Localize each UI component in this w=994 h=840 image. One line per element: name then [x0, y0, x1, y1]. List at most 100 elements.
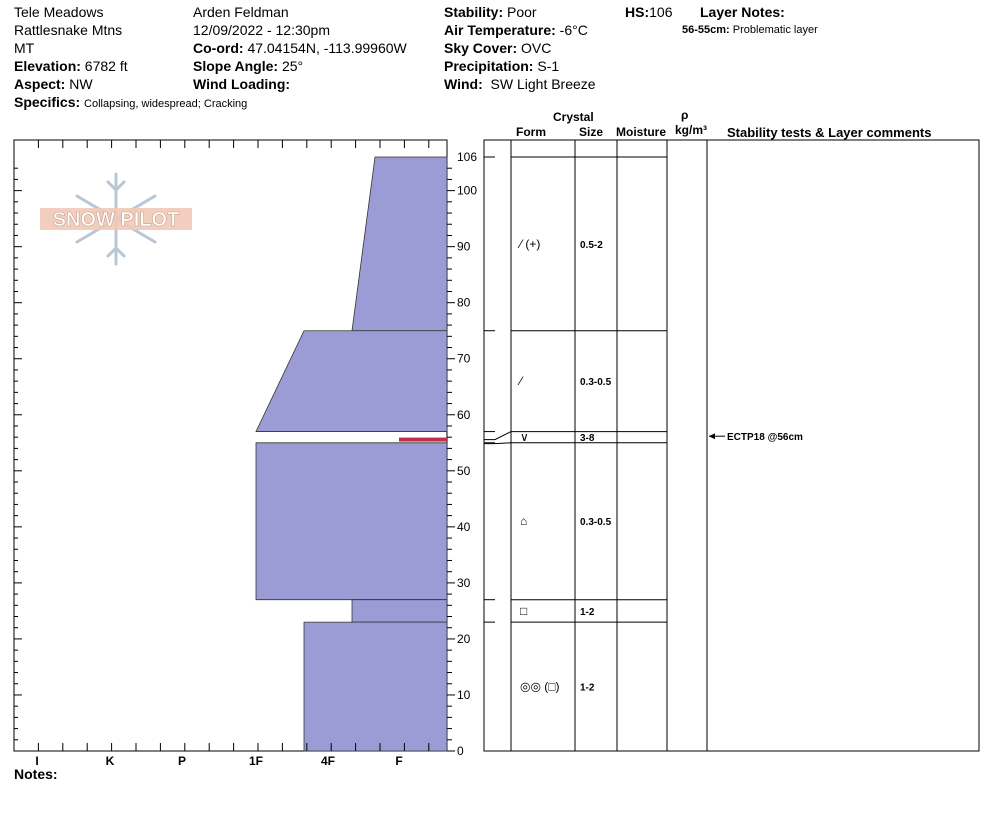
hardness-label: 4F — [321, 754, 335, 768]
hardness-layer-0 — [351, 156, 448, 332]
notes-label: Notes: — [14, 766, 58, 782]
wind-loading-row: Wind Loading: — [193, 76, 290, 92]
sky-label: Sky Cover: — [444, 40, 518, 56]
air-temp-value: -6°C — [559, 22, 588, 38]
logo-text: SNOW PILOT — [53, 209, 180, 231]
stability-test-label: ECTP18 @56cm — [727, 432, 803, 443]
depth-label: 10 — [457, 688, 471, 702]
wind-label: Wind: — [444, 76, 483, 92]
location: Tele Meadows — [14, 4, 104, 20]
hardness-label: F — [395, 754, 402, 768]
sky-value: OVC — [521, 40, 552, 56]
grain-size-4: 1-2 — [580, 607, 595, 618]
col-stability-comments: Stability tests & Layer comments — [727, 125, 932, 140]
precip-row: Precipitation: S-1 — [444, 58, 559, 74]
sky-row: Sky Cover: OVC — [444, 40, 551, 56]
state: MT — [14, 40, 35, 56]
air-temp-label: Air Temperature: — [444, 22, 556, 38]
elevation-row: Elevation: 6782 ft — [14, 58, 128, 74]
hardness-layer-3 — [255, 442, 448, 601]
layer-notes-label: Layer Notes: — [700, 4, 785, 20]
precip-label: Precipitation: — [444, 58, 534, 74]
depth-label: 30 — [457, 576, 471, 590]
aspect-row: Aspect: NW — [14, 76, 93, 92]
hardness-label: 1F — [249, 754, 263, 768]
grain-form-1: ⁄ — [517, 374, 524, 388]
depth-label: 80 — [457, 296, 471, 310]
datetime: 12/09/2022 - 12:30pm — [193, 22, 330, 38]
col-form: Form — [516, 125, 546, 139]
aspect-label: Aspect: — [14, 76, 66, 92]
depth-label: 0 — [457, 744, 464, 758]
weak-layer-bar — [399, 437, 447, 442]
snowpilot-logo: SNOW PILOT — [38, 170, 194, 268]
grain-size-5: 1-2 — [580, 683, 595, 694]
layer-table-lines — [484, 140, 708, 751]
layer-note-depth: 56-55cm: — [682, 24, 730, 36]
col-size: Size — [579, 125, 604, 139]
hs-value: 106 — [649, 4, 673, 20]
depth-label: 50 — [457, 464, 471, 478]
depth-axis: 0 10 20 30 40 50 60 70 80 90 100 106 — [14, 150, 477, 758]
coord-row: Co-ord: 47.04154N, -113.99960W — [193, 40, 407, 56]
depth-label: 106 — [457, 150, 477, 164]
depth-label: 100 — [457, 184, 477, 198]
hardness-layer-1 — [255, 330, 448, 432]
coord-value: 47.04154N, -113.99960W — [247, 40, 407, 56]
observer: Arden Feldman — [193, 4, 289, 20]
air-temp-row: Air Temperature: -6°C — [444, 22, 588, 38]
specifics-value: Collapsing, widespread; Cracking — [84, 98, 248, 110]
aspect-value: NW — [69, 76, 93, 92]
slope-value: 25° — [281, 58, 304, 74]
hardness-layers — [255, 156, 448, 752]
grain-size-0: 0.5-2 — [580, 240, 603, 251]
hs-label: HS: — [625, 4, 650, 20]
specifics-label: Specifics: — [14, 94, 81, 110]
elevation-label: Elevation: — [14, 58, 81, 74]
stability-row: Stability: Poor — [444, 4, 537, 20]
col-crystal: Crystal — [553, 110, 594, 124]
elevation-value: 6782 ft — [84, 58, 128, 74]
slope-label: Slope Angle: — [193, 58, 279, 74]
wind-loading-label: Wind Loading: — [193, 76, 291, 92]
hardness-label: P — [178, 754, 186, 768]
wind-value: SW Light Breeze — [490, 76, 596, 92]
weak-layer-connector-top — [484, 431, 512, 441]
hardness-layer-5 — [303, 621, 448, 752]
grain-size-3: 0.3-0.5 — [580, 517, 612, 528]
stability-arrowhead — [709, 433, 715, 440]
grain-form-4: □ — [520, 604, 527, 618]
col-density-unit: kg/m³ — [675, 123, 708, 137]
grain-size-1: 0.3-0.5 — [580, 377, 612, 388]
hs-row: HS:106 — [625, 4, 672, 20]
grain-size-2: 3-8 — [580, 433, 595, 444]
col-moisture: Moisture — [616, 125, 667, 139]
hardness-label: K — [106, 754, 115, 768]
specifics-row: Specifics: Collapsing, widespread; Crack… — [14, 94, 247, 110]
depth-label: 70 — [457, 352, 471, 366]
stability-tests: ECTP18 @56cm — [709, 432, 803, 443]
coord-label: Co-ord: — [193, 40, 244, 56]
depth-label: 40 — [457, 520, 471, 534]
range: Rattlesnake Mtns — [14, 22, 123, 38]
slope-row: Slope Angle: 25° — [193, 58, 303, 74]
depth-label: 60 — [457, 408, 471, 422]
snowflake-icon: SNOW PILOT — [40, 172, 192, 266]
col-rho: ρ — [681, 108, 689, 122]
hardness-ticks: I K P 1F 4F F — [13, 140, 430, 768]
stability-value: Poor — [507, 4, 537, 20]
precip-value: S-1 — [537, 58, 560, 74]
layer-table-cells: ⁄ (+) 0.5-2 ⁄ 0.3-0.5 ∨ 3-8 ⌂ 0.3-0.5 □ 1-2 ◎◎ (□)… — [517, 237, 612, 694]
weak-layer-connector-bottom — [484, 442, 512, 445]
layer-table-frame — [483, 139, 980, 752]
stability-label: Stability: — [444, 4, 504, 20]
layer-note-text: Problematic layer — [732, 24, 818, 36]
grain-form-5: ◎◎ (□) — [520, 680, 560, 694]
hardness-label: I — [35, 754, 38, 768]
grain-form-3: ⌂ — [520, 514, 527, 528]
layer-note-row: 56-55cm: Problematic layer — [682, 24, 818, 36]
grain-form-0: ⁄ (+) — [517, 237, 540, 251]
wind-row: Wind: SW Light Breeze — [444, 76, 596, 92]
depth-label: 20 — [457, 632, 471, 646]
